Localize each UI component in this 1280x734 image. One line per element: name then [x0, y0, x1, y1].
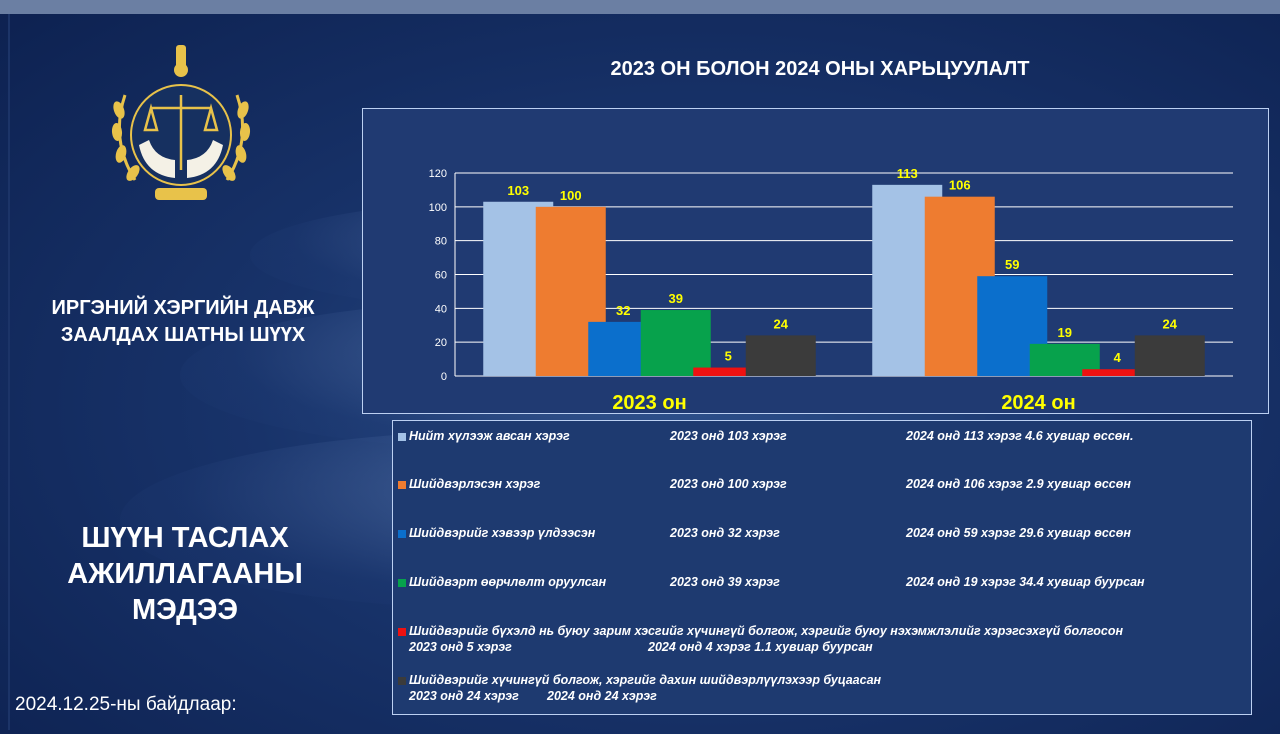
- legend-value-2023: 2023 онд 5 хэрэг: [409, 640, 512, 654]
- legend-label: Шийдвэрлэсэн хэрэг: [409, 477, 541, 491]
- legend-label: Шийдвэрийг хүчингүй болгож, хэргийг дахи…: [409, 673, 882, 687]
- legend-value-2023: 2023 онд 100 хэрэг: [670, 477, 787, 491]
- data-label: 5: [725, 349, 732, 364]
- court-name: ИРГЭНИЙ ХЭРГИЙН ДАВЖ ЗААЛДАХ ШАТНЫ ШҮҮХ: [51, 297, 315, 346]
- data-label: 59: [1005, 257, 1019, 272]
- bar: [640, 310, 711, 376]
- date-note: 2024.12.25-ны байдлаар:: [15, 694, 237, 715]
- data-label: 106: [949, 178, 971, 193]
- legend-value-2024: 2024 онд 19 хэрэг 34.4 хувиар буурсан: [906, 575, 1145, 589]
- legend-value-2024: 2024 онд 4 хэрэг 1.1 хувиар буурсан: [648, 640, 873, 654]
- slide-frame: [8, 14, 1274, 730]
- bar-chart: 0 20 40 60 80 100 120 103 100 32 39 5 24 2023 он 113 10…: [429, 166, 1233, 413]
- legend-swatch: [398, 628, 406, 636]
- y-tick-label: 120: [429, 168, 447, 180]
- legend-label: Шийдвэрийг бүхэлд нь буюу зарим хэсгийг …: [409, 624, 1124, 638]
- data-label: 32: [616, 303, 630, 318]
- y-tick-label: 20: [435, 337, 447, 349]
- data-label: 103: [507, 183, 529, 198]
- legend-swatch: [398, 481, 406, 489]
- category-label: 2024 он: [1001, 392, 1075, 413]
- legend-value-2023: 2023 онд 32 хэрэг: [670, 526, 780, 540]
- legend-value-2023: 2023 онд 39 хэрэг: [670, 575, 780, 589]
- legend-value-2024: 2024 онд 113 хэрэг 4.6 хувиар өссөн.: [906, 429, 1134, 443]
- legend-swatch: [398, 579, 406, 587]
- data-label: 100: [560, 188, 582, 203]
- page-title: 2023 ОН БОЛОН 2024 ОНЫ ХАРЬЦУУЛАЛТ: [610, 58, 1030, 80]
- legend-swatch: [398, 677, 406, 685]
- bar: [1134, 335, 1205, 376]
- legend-value-2023: 2023 онд 24 хэрэг: [409, 689, 519, 703]
- legend-swatch: [398, 530, 406, 538]
- bar: [745, 335, 816, 376]
- bar: [693, 367, 764, 376]
- legend-label: Шийдвэрийг хэвээр үлдээсэн: [409, 526, 596, 540]
- legend-panel: Нийт хүлээж авсан хэрэг 2023 онд 103 хэрэ…: [392, 420, 1252, 715]
- data-label: 24: [774, 316, 789, 331]
- y-tick-label: 100: [429, 202, 447, 214]
- legend-swatch: [398, 433, 406, 441]
- legend-label: Нийт хүлээж авсан хэрэг: [409, 429, 570, 443]
- y-tick-label: 80: [435, 236, 447, 248]
- chart-panel: 0 20 40 60 80 100 120 103 100 32 39 5 24 2023 он 113 10…: [362, 108, 1269, 414]
- news-title: ШҮҮН ТАСЛАХ АЖИЛЛАГААНЫ МЭДЭЭ: [67, 522, 303, 626]
- y-tick-label: 0: [441, 371, 447, 383]
- legend-value-2024: 2024 онд 59 хэрэг 29.6 хувиар өссөн: [906, 526, 1131, 540]
- data-label: 113: [897, 166, 918, 181]
- legend-value-2023: 2023 онд 103 хэрэг: [670, 429, 787, 443]
- legend-value-2024: 2024 онд 24 хэрэг: [547, 689, 657, 703]
- legend-label: Шийдвэрт өөрчлөлт оруулсан: [409, 575, 607, 589]
- data-label: 24: [1163, 316, 1178, 331]
- data-label: 19: [1058, 325, 1072, 340]
- y-tick-label: 40: [435, 303, 447, 315]
- y-tick-label: 60: [435, 270, 447, 282]
- category-label: 2023 он: [612, 392, 686, 413]
- court-emblem-icon: [111, 45, 251, 200]
- data-label: 39: [669, 291, 683, 306]
- legend-value-2024: 2024 онд 106 хэрэг 2.9 хувиар өссөн: [906, 477, 1131, 491]
- top-bar: [0, 0, 1280, 14]
- data-label: 4: [1114, 350, 1122, 365]
- bar: [1082, 369, 1153, 376]
